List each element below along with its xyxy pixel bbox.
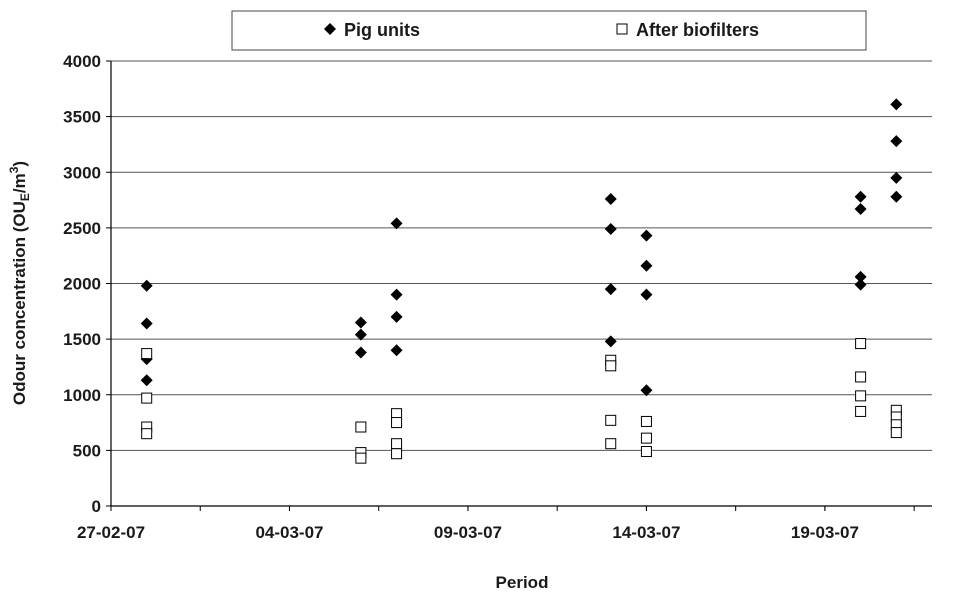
pig-units-point <box>140 374 153 387</box>
after-biofilters-point <box>355 452 367 464</box>
y-axis-title: Odour concentration (OUE/m3) <box>7 161 32 405</box>
x-tick-label: 09-03-07 <box>434 523 502 542</box>
pig-units-point <box>604 192 617 205</box>
y-axis-ticks: 0 500 1000 1500 2000 2500 3000 3500 4000 <box>63 52 111 516</box>
pig-units-point <box>854 278 867 291</box>
after-biofilters-point <box>355 421 367 433</box>
pig-units-point <box>890 190 903 203</box>
after-biofilters-point <box>605 414 617 426</box>
after-biofilters-point <box>855 371 867 383</box>
y-tick-label: 1000 <box>63 386 101 405</box>
after-biofilters-point <box>890 427 902 439</box>
after-biofilters-point <box>640 445 652 457</box>
y-tick-label: 1500 <box>63 330 101 349</box>
pig-units-point <box>390 310 403 323</box>
y-axis-title-unit: /m <box>10 173 29 193</box>
pig-units-point <box>854 202 867 215</box>
after-biofilters-point <box>391 448 403 460</box>
y-tick-label: 500 <box>73 441 101 460</box>
after-biofilters-point <box>141 348 153 360</box>
after-biofilters-point <box>605 438 617 450</box>
legend: Pig units After biofilters <box>231 10 867 51</box>
after-biofilters-point <box>640 415 652 427</box>
pig-units-point <box>604 335 617 348</box>
after-biofilters-point <box>855 390 867 402</box>
pig-units-point <box>890 135 903 148</box>
after-biofilters-point <box>141 428 153 440</box>
legend-square-marker <box>616 23 628 35</box>
x-tick-label: 27-02-07 <box>77 523 145 542</box>
y-tick-label: 2000 <box>63 275 101 294</box>
after-biofilters-point <box>605 360 617 372</box>
pig-units-point <box>854 190 867 203</box>
gridlines <box>111 60 932 451</box>
data-markers <box>140 98 903 464</box>
y-tick-label: 4000 <box>63 52 101 71</box>
after-biofilters-point <box>640 432 652 444</box>
pig-units-point <box>604 222 617 235</box>
legend-label-pig-units: Pig units <box>344 20 420 40</box>
pig-units-point <box>354 316 367 329</box>
y-axis-title-close: ) <box>10 161 29 167</box>
legend-label-after-biofilters: After biofilters <box>636 20 759 40</box>
x-tick-label: 19-03-07 <box>791 523 859 542</box>
pig-units-point <box>390 344 403 357</box>
pig-units-point <box>890 98 903 111</box>
legend-diamond-marker <box>324 23 336 35</box>
pig-units-point <box>354 346 367 359</box>
pig-units-point <box>640 384 653 397</box>
legend-box <box>231 10 867 51</box>
pig-units-point <box>890 171 903 184</box>
y-axis-title-main: Odour concentration (OU <box>10 201 29 405</box>
after-biofilters-point <box>855 405 867 417</box>
y-axis-title-subscript: E <box>18 193 32 201</box>
x-tick-label: 04-03-07 <box>255 523 323 542</box>
x-tick-label: 14-03-07 <box>612 523 680 542</box>
y-tick-label: 3500 <box>63 108 101 127</box>
after-biofilters-point <box>855 338 867 350</box>
pig-units-point <box>854 270 867 283</box>
pig-units-point <box>640 259 653 272</box>
y-tick-label: 0 <box>92 497 101 516</box>
pig-units-point <box>390 217 403 230</box>
pig-units-point <box>640 288 653 301</box>
pig-units-point <box>390 288 403 301</box>
after-biofilters-point <box>391 417 403 429</box>
after-biofilters-point <box>391 438 403 450</box>
after-biofilters-point <box>141 392 153 404</box>
y-tick-label: 3000 <box>63 163 101 182</box>
pig-units-point <box>354 328 367 341</box>
pig-units-point <box>140 279 153 292</box>
y-tick-label: 2500 <box>63 219 101 238</box>
x-axis-ticks: 27-02-07 04-03-07 09-03-07 14-03-07 19-03-07 <box>77 506 915 542</box>
x-axis-title: Period <box>496 573 549 592</box>
pig-units-point <box>640 229 653 242</box>
y-axis-title-superscript: 3 <box>7 166 21 173</box>
pig-units-point <box>604 283 617 296</box>
pig-units-point <box>140 317 153 330</box>
